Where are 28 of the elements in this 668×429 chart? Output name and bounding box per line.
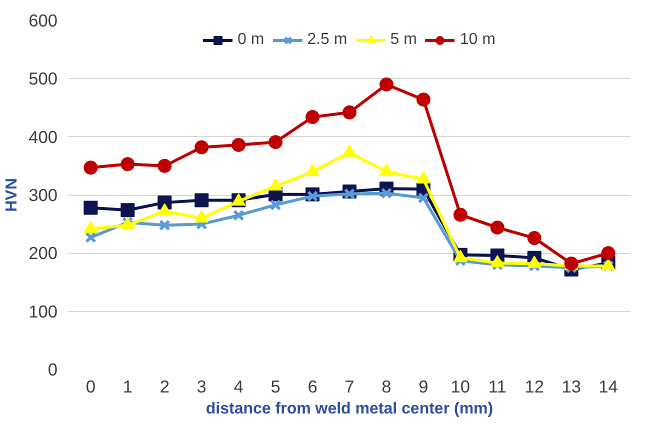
x-axis-title: distance from weld metal center (mm) bbox=[206, 400, 494, 418]
x-tick-label: 8 bbox=[382, 376, 392, 396]
x-tick-label: 14 bbox=[598, 376, 618, 396]
x-tick-label: 12 bbox=[524, 376, 544, 396]
y-tick-label: 600 bbox=[28, 10, 58, 30]
y-tick-label: 400 bbox=[28, 126, 58, 147]
x-tick-label: 10 bbox=[450, 376, 470, 396]
legend-label: 2.5 m bbox=[307, 31, 348, 49]
y-tick-label: 500 bbox=[28, 68, 58, 89]
x-tick-label: 9 bbox=[418, 376, 428, 396]
y-tick-label: 300 bbox=[28, 185, 58, 205]
y-tick-label: 100 bbox=[28, 301, 58, 322]
x-tick-label: 6 bbox=[308, 376, 318, 396]
x-tick-label: 11 bbox=[488, 376, 506, 396]
x-tick-label: 3 bbox=[196, 376, 206, 396]
y-tick-label: 200 bbox=[28, 243, 58, 264]
y-tick-label: 0 bbox=[48, 360, 58, 380]
x-tick-label: 1 bbox=[122, 376, 132, 396]
x-tick-label: 5 bbox=[270, 376, 280, 396]
x-tick-label: 2 bbox=[160, 376, 170, 396]
legend-label: 5 m bbox=[390, 31, 417, 49]
x-tick-label: 4 bbox=[234, 376, 244, 396]
x-tick-label: 0 bbox=[86, 376, 96, 396]
legend-label: 10 m bbox=[460, 31, 496, 49]
x-tick-label: 13 bbox=[562, 376, 581, 396]
legend-label: 0 m bbox=[238, 31, 264, 49]
x-tick-label: 7 bbox=[344, 376, 354, 396]
y-axis-title: HVN bbox=[4, 178, 21, 212]
